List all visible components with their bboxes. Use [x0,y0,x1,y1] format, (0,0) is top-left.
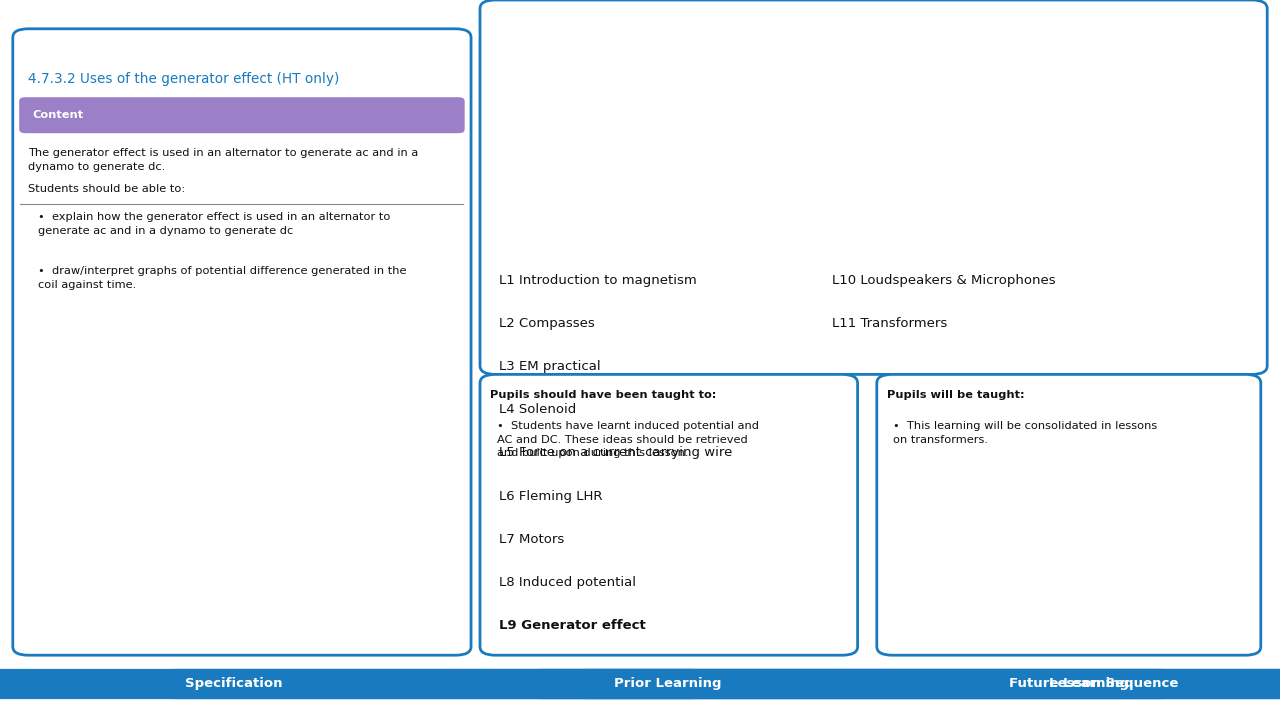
Text: •  draw/interpret graphs of potential difference generated in the
coil against t: • draw/interpret graphs of potential dif… [38,266,407,290]
Text: L3 EM practical: L3 EM practical [499,360,600,373]
Text: Specification: Specification [186,678,283,690]
Text: Content: Content [32,110,83,120]
Text: •  This learning will be consolidated in lessons
on transformers.: • This learning will be consolidated in … [893,421,1157,445]
Text: Pupils will be taught:: Pupils will be taught: [887,390,1025,400]
Text: L10 Loudspeakers & Microphones: L10 Loudspeakers & Microphones [832,274,1056,287]
Text: L5 Force on a current carrying wire: L5 Force on a current carrying wire [499,446,732,459]
FancyBboxPatch shape [13,29,471,655]
Text: L11 Transformers: L11 Transformers [832,317,947,330]
Text: L7 Motors: L7 Motors [499,533,564,546]
Text: L1 Introduction to magnetism: L1 Introduction to magnetism [499,274,696,287]
Text: •  explain how the generator effect is used in an alternator to
generate ac and : • explain how the generator effect is us… [38,212,390,236]
Text: Prior Learning: Prior Learning [614,678,722,690]
FancyBboxPatch shape [19,97,465,133]
Text: Future Learning: Future Learning [1009,678,1129,690]
Text: Lesson Sequence: Lesson Sequence [1048,678,1179,690]
FancyBboxPatch shape [480,374,858,655]
FancyBboxPatch shape [160,669,1176,699]
Text: L4 Solenoid: L4 Solenoid [499,403,576,416]
Text: L6 Fleming LHR: L6 Fleming LHR [499,490,603,503]
Text: Students should be able to:: Students should be able to: [28,184,186,194]
Text: •  Students have learnt induced potential and
AC and DC. These ideas should be r: • Students have learnt induced potential… [497,421,759,459]
Text: Pupils should have been taught to:: Pupils should have been taught to: [490,390,717,400]
Text: L8 Induced potential: L8 Induced potential [499,576,636,589]
FancyBboxPatch shape [571,669,1280,699]
Text: The generator effect is used in an alternator to generate ac and in a
dynamo to : The generator effect is used in an alter… [28,148,419,171]
FancyBboxPatch shape [526,669,1280,699]
FancyBboxPatch shape [480,0,1267,374]
FancyBboxPatch shape [877,374,1261,655]
Text: 4.7.3.2 Uses of the generator effect (HT only): 4.7.3.2 Uses of the generator effect (HT… [28,72,339,86]
Text: L9 Generator effect: L9 Generator effect [499,619,646,632]
FancyBboxPatch shape [0,669,707,699]
Text: L2 Compasses: L2 Compasses [499,317,595,330]
